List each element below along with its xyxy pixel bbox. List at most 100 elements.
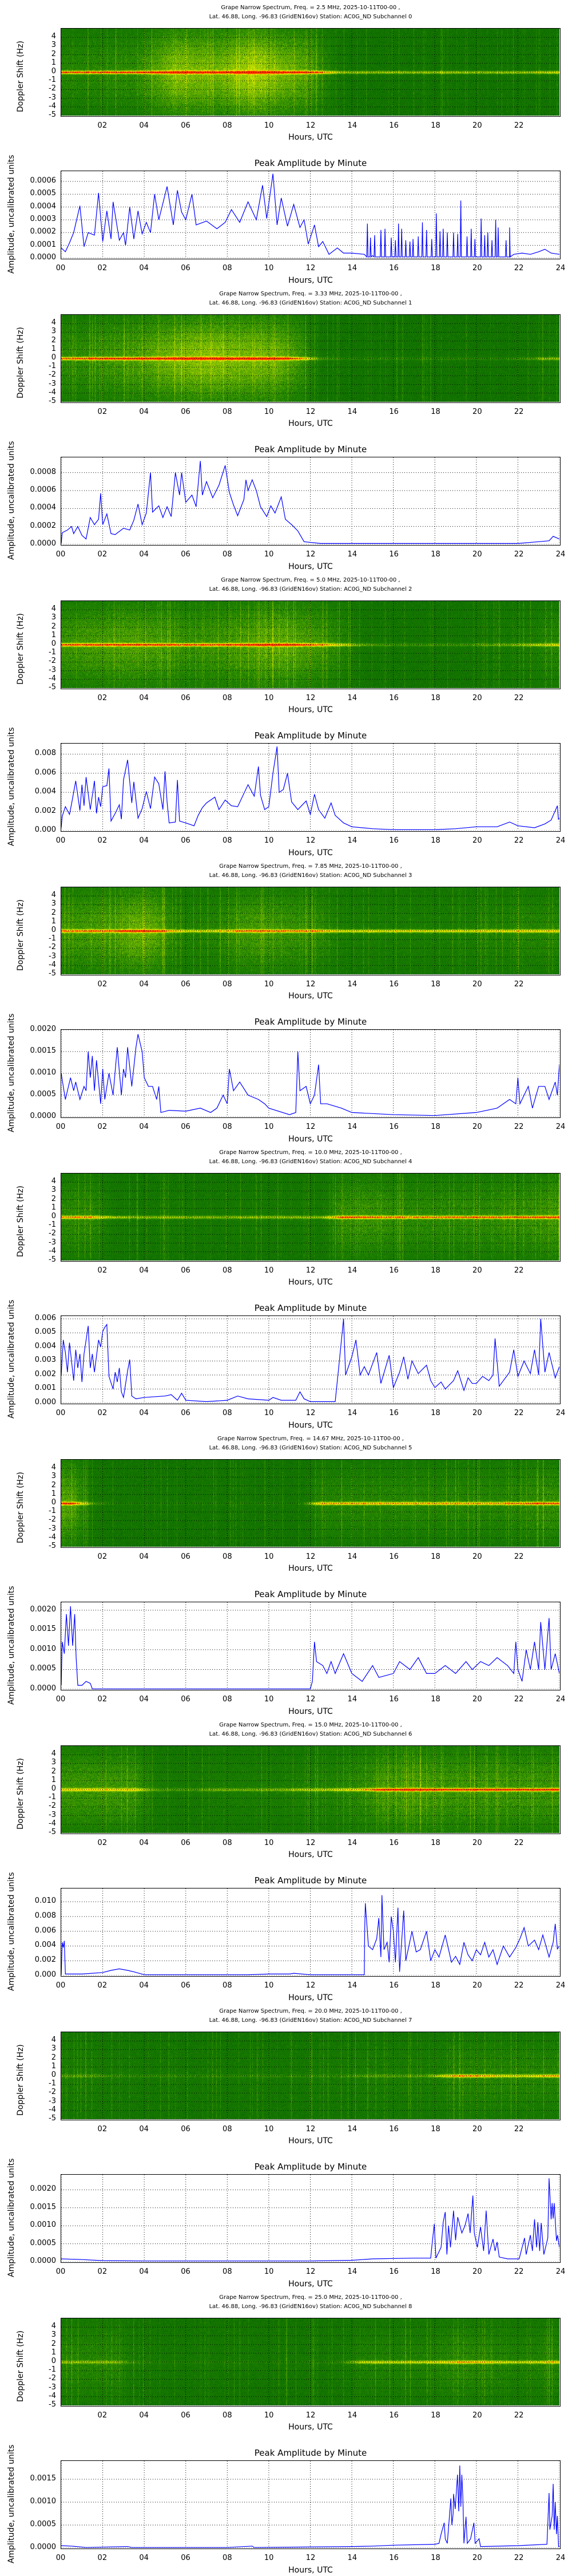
x-axis-label: Hours, UTC bbox=[288, 1564, 333, 1573]
x-tick-label: 10 bbox=[264, 550, 274, 559]
x-tick-label: 12 bbox=[305, 264, 316, 272]
x-tick-label: 16 bbox=[389, 1409, 399, 1417]
x-tick-label: 00 bbox=[55, 264, 66, 272]
spectrogram-plot bbox=[61, 2032, 561, 2120]
y-tick-label: -2 bbox=[49, 1515, 56, 1524]
spectrogram-title-line2: Lat. 46.88, Long. -96.83 (GridEN16ov) St… bbox=[209, 2304, 412, 2310]
x-tick-label: 20 bbox=[472, 1266, 482, 1275]
x-tick-label: 20 bbox=[472, 1123, 482, 1131]
x-tick-label: 14 bbox=[347, 1695, 357, 1704]
x-tick-label: 20 bbox=[472, 550, 482, 559]
spectrogram-title-line1: Grape Narrow Spectrum, Freq. = 5.0 MHz, … bbox=[221, 577, 400, 583]
x-tick-label: 12 bbox=[305, 2267, 316, 2276]
spectrogram-grid bbox=[61, 1460, 559, 1547]
y-tick-label: -2 bbox=[49, 2374, 56, 2383]
x-tick-label: 16 bbox=[389, 121, 399, 130]
spectrogram-plot bbox=[61, 1173, 561, 1262]
amplitude-plot bbox=[61, 2460, 561, 2549]
y-tick-label: -5 bbox=[49, 2114, 56, 2123]
y-tick-label: -4 bbox=[49, 2391, 56, 2400]
x-tick-label: 04 bbox=[139, 550, 149, 559]
y-tick-label: 0.0005 bbox=[30, 1664, 57, 1673]
x-tick-label: 14 bbox=[347, 2411, 357, 2420]
x-tick-label: 04 bbox=[139, 1695, 149, 1704]
x-tick-label: 16 bbox=[389, 1839, 399, 1847]
y-axis-label: Amplitude, uncalibrated units bbox=[7, 2158, 16, 2277]
x-tick-label: 14 bbox=[347, 1409, 357, 1417]
x-tick-label: 00 bbox=[55, 1123, 66, 1131]
amplitude-series-line bbox=[61, 1606, 559, 1689]
x-tick-label: 04 bbox=[139, 1266, 149, 1275]
spectrogram-title-line2: Lat. 46.88, Long. -96.83 (GridEN16ov) St… bbox=[209, 300, 412, 306]
x-tick-label: 12 bbox=[305, 1266, 316, 1275]
y-tick-label: 0.006 bbox=[34, 768, 56, 777]
amplitude-plot bbox=[61, 457, 561, 546]
x-tick-label: 04 bbox=[139, 980, 149, 989]
x-tick-label: 22 bbox=[514, 1123, 524, 1131]
x-tick-label: 02 bbox=[97, 408, 108, 416]
x-tick-label: 02 bbox=[97, 1266, 108, 1275]
x-tick-label: 12 bbox=[305, 694, 316, 702]
x-tick-label: 14 bbox=[347, 1123, 357, 1131]
x-axis-label: Hours, UTC bbox=[288, 276, 333, 285]
y-tick-label: 4 bbox=[51, 2322, 56, 2331]
y-tick-label: 0.002 bbox=[34, 806, 56, 815]
y-tick-label: 0.0003 bbox=[30, 214, 57, 223]
x-tick-label: 10 bbox=[264, 1981, 274, 1990]
x-tick-label: 02 bbox=[97, 264, 108, 272]
y-tick-label: 0.0000 bbox=[30, 2543, 57, 2551]
x-tick-label: 16 bbox=[389, 980, 399, 989]
x-tick-label: 14 bbox=[347, 836, 357, 845]
x-tick-label: 00 bbox=[55, 2267, 66, 2276]
y-axis-label: Amplitude, uncalibrated units bbox=[7, 1299, 16, 1419]
y-tick-label: 0.0008 bbox=[30, 467, 57, 476]
y-tick-label: -1 bbox=[49, 362, 56, 371]
x-tick-label: 22 bbox=[514, 1695, 524, 1704]
spectrogram-grid bbox=[61, 1746, 559, 1833]
y-tick-label: 0.008 bbox=[34, 749, 56, 758]
spectrogram-title-line1: Grape Narrow Spectrum, Freq. = 2.5 MHz, … bbox=[221, 5, 400, 11]
x-tick-label: 04 bbox=[139, 2125, 149, 2134]
amplitude-chart bbox=[61, 1030, 559, 1117]
y-tick-label: -5 bbox=[49, 1542, 56, 1550]
y-tick-label: 0 bbox=[51, 1784, 56, 1793]
x-tick-label: 20 bbox=[472, 694, 482, 702]
y-tick-label: 2 bbox=[51, 622, 56, 631]
x-tick-label: 02 bbox=[97, 2411, 108, 2420]
y-tick-label: 0.0004 bbox=[30, 202, 57, 211]
y-tick-label: -3 bbox=[49, 2383, 56, 2392]
x-tick-label: 18 bbox=[431, 408, 440, 416]
x-tick-label: 16 bbox=[389, 2411, 399, 2420]
x-tick-label: 18 bbox=[431, 1981, 440, 1990]
x-tick-label: 08 bbox=[223, 836, 232, 845]
y-tick-label: 2 bbox=[51, 2339, 56, 2348]
x-tick-label: 20 bbox=[472, 1409, 482, 1417]
x-axis-label: Hours, UTC bbox=[288, 848, 333, 858]
y-tick-label: 2 bbox=[51, 1194, 56, 1203]
x-tick-label: 14 bbox=[347, 694, 357, 702]
x-tick-label: 12 bbox=[305, 1123, 316, 1131]
y-axis-label: Amplitude, uncalibrated units bbox=[7, 727, 16, 846]
x-tick-label: 10 bbox=[264, 694, 274, 702]
y-axis-label: Amplitude, uncalibrated units bbox=[7, 1872, 16, 1991]
amplitude-chart bbox=[61, 171, 559, 258]
x-tick-label: 08 bbox=[223, 264, 232, 272]
x-tick-label: 08 bbox=[223, 1123, 232, 1131]
x-axis-label: Hours, UTC bbox=[288, 991, 333, 1001]
y-axis-label: Amplitude, uncalibrated units bbox=[7, 155, 16, 274]
amplitude-title: Peak Amplitude by Minute bbox=[254, 158, 367, 168]
y-tick-label: 0.008 bbox=[34, 1911, 56, 1920]
x-tick-label: 12 bbox=[305, 408, 316, 416]
x-tick-label: 22 bbox=[514, 550, 524, 559]
y-tick-label: -5 bbox=[49, 397, 56, 405]
y-tick-label: 0.0004 bbox=[30, 503, 57, 512]
y-tick-label: 0.0006 bbox=[30, 485, 57, 494]
y-tick-label: 0.0000 bbox=[30, 253, 57, 262]
y-tick-label: 0.010 bbox=[34, 1897, 56, 1906]
x-tick-label: 02 bbox=[97, 694, 108, 702]
x-tick-label: 22 bbox=[514, 1839, 524, 1847]
y-tick-label: 0.000 bbox=[34, 1970, 56, 1979]
y-tick-label: -2 bbox=[49, 1229, 56, 1238]
y-tick-label: 0.0015 bbox=[30, 2202, 57, 2211]
amplitude-series-line bbox=[61, 461, 559, 544]
